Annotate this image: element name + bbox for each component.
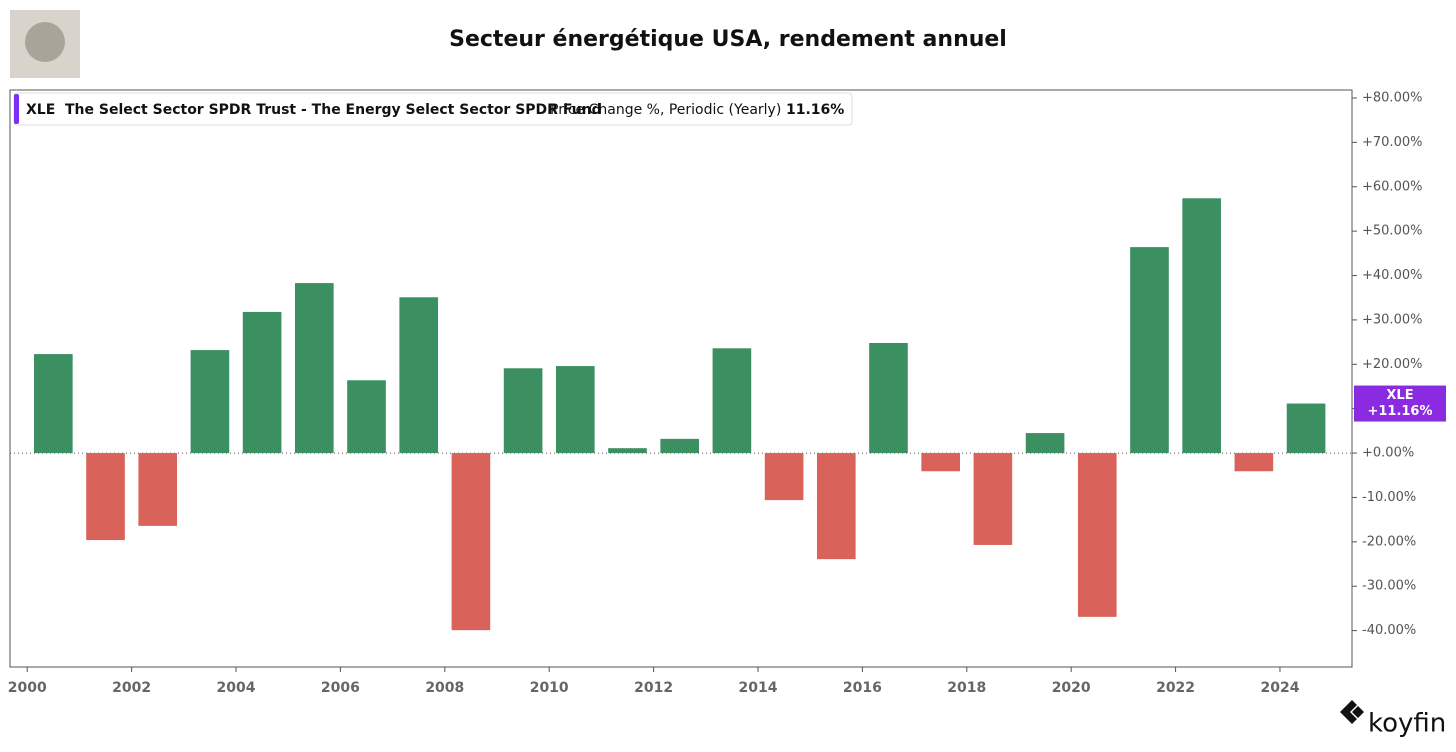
y-tick-label: +70.00%: [1362, 135, 1422, 150]
last-value-tag: [1354, 385, 1446, 422]
x-tick-label: 2024: [1260, 680, 1299, 696]
bar: [816, 453, 856, 560]
tag-ticker: XLE: [1386, 388, 1413, 403]
bar: [347, 380, 386, 454]
x-tick-label: 2020: [1052, 680, 1091, 696]
legend-swatch: [14, 94, 19, 124]
bar: [555, 366, 595, 454]
bar: [34, 354, 73, 454]
bar: [86, 453, 125, 541]
x-tick-label: 2010: [530, 680, 569, 696]
bar: [1025, 433, 1065, 454]
y-tick-label: +80.00%: [1362, 90, 1422, 105]
x-tick-label: 2016: [843, 680, 882, 696]
bar: [660, 438, 700, 454]
bar: [764, 453, 804, 501]
brand-logo: [1340, 700, 1364, 724]
x-tick-label: 2006: [321, 680, 360, 696]
bar: [1182, 198, 1221, 454]
plot-frame: [9, 89, 1353, 668]
x-tick-label: 2004: [217, 680, 256, 696]
x-tick-label: 2012: [634, 680, 673, 696]
bar: [1286, 403, 1326, 454]
bar: [451, 453, 491, 631]
x-tick-label: 2022: [1156, 680, 1195, 696]
y-tick-label: -20.00%: [1362, 534, 1416, 549]
brand-name: koyfin: [1368, 709, 1446, 739]
bar: [1234, 453, 1274, 472]
x-tick-label: 2018: [947, 680, 986, 696]
y-tick-label: +60.00%: [1362, 179, 1422, 194]
y-tick-label: +50.00%: [1362, 224, 1422, 239]
y-tick-label: -10.00%: [1362, 490, 1416, 505]
legend-value: 11.16%: [786, 102, 844, 118]
bar: [138, 453, 178, 526]
bar: [294, 283, 334, 454]
legend-metric: Price Change %, Periodic (Yearly): [550, 102, 781, 118]
y-tick-label: -40.00%: [1362, 623, 1416, 638]
y-tick-label: -30.00%: [1362, 579, 1416, 594]
legend-name: The Select Sector SPDR Trust - The Energ…: [65, 102, 602, 118]
y-tick-label: +20.00%: [1362, 357, 1422, 372]
bar: [973, 453, 1013, 545]
chart-title: Secteur énergétique USA, rendement annue…: [449, 27, 1007, 52]
bar: [712, 348, 752, 454]
y-tick-label: +30.00%: [1362, 312, 1422, 327]
bar: [1130, 247, 1169, 454]
bar: [399, 297, 439, 454]
bar: [869, 342, 908, 454]
bar: [921, 453, 960, 472]
bar: [1077, 453, 1117, 617]
bar: [503, 368, 543, 454]
legend-ticker: XLE: [26, 102, 55, 118]
x-tick-label: 2000: [8, 680, 47, 696]
y-tick-label: +40.00%: [1362, 268, 1422, 283]
bar: [608, 448, 647, 454]
avatar-face: [25, 22, 65, 62]
tag-value: +11.16%: [1367, 404, 1432, 419]
y-tick-label: +0.00%: [1362, 446, 1414, 461]
x-tick-label: 2008: [425, 680, 464, 696]
x-tick-label: 2002: [112, 680, 151, 696]
x-tick-label: 2014: [739, 680, 778, 696]
bar: [190, 350, 230, 454]
bar: [242, 311, 282, 454]
